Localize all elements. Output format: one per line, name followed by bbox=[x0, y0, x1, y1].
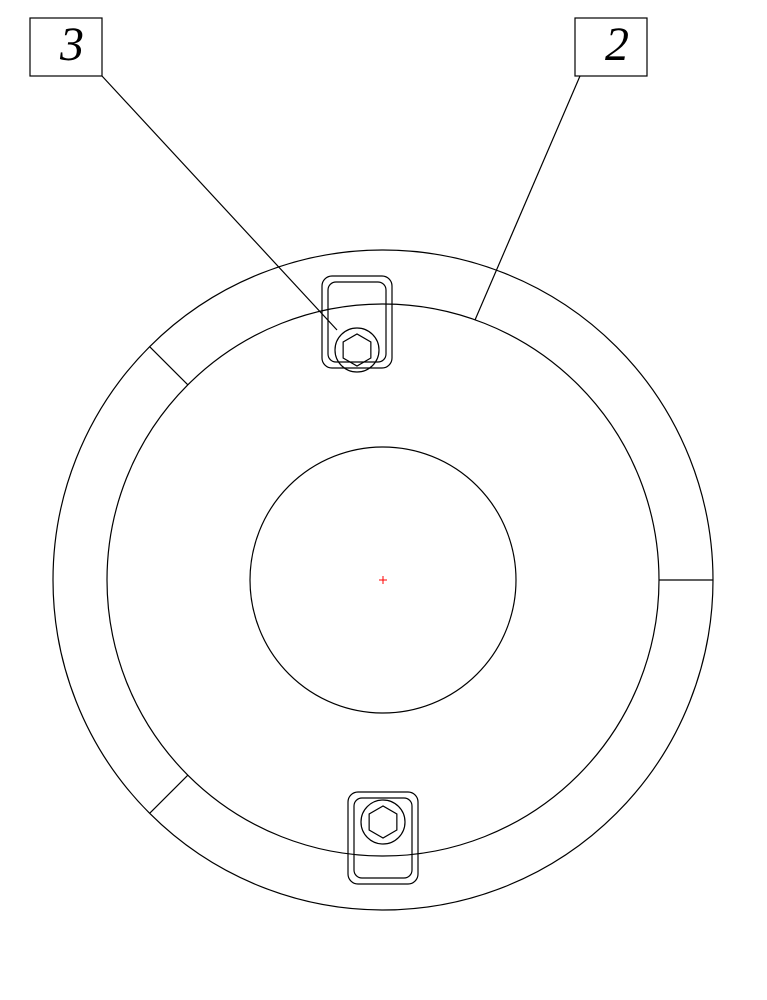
callout-label-2: 2 bbox=[605, 18, 629, 71]
fastener-top bbox=[322, 276, 392, 372]
center-marker bbox=[379, 576, 387, 584]
callout-label-3: 3 bbox=[59, 18, 84, 71]
ring-split-lines bbox=[150, 347, 713, 814]
fastener-bottom bbox=[348, 792, 418, 884]
leader-line-3 bbox=[102, 76, 337, 330]
mechanical-ring-diagram: 3 2 bbox=[0, 0, 767, 1000]
